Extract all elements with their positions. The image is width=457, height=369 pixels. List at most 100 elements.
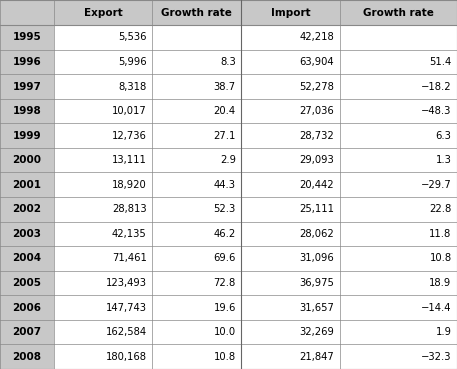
Text: 2000: 2000: [12, 155, 42, 165]
Bar: [152, 246, 241, 271]
Bar: [0, 222, 54, 246]
Text: 5,996: 5,996: [118, 57, 147, 67]
Text: 25,111: 25,111: [299, 204, 334, 214]
Bar: [340, 74, 457, 99]
Bar: [54, 222, 152, 246]
Text: 31,657: 31,657: [299, 303, 334, 313]
Bar: [152, 99, 241, 123]
Bar: [241, 222, 340, 246]
Bar: [241, 271, 340, 295]
Text: 180,168: 180,168: [106, 352, 147, 362]
Text: 20,442: 20,442: [299, 180, 334, 190]
Text: −29.7: −29.7: [421, 180, 452, 190]
Text: 1997: 1997: [12, 82, 42, 92]
Text: 42,218: 42,218: [299, 32, 334, 42]
Text: Export: Export: [84, 7, 122, 18]
Bar: [54, 197, 152, 222]
Text: 27.1: 27.1: [213, 131, 236, 141]
Bar: [0, 320, 54, 344]
Text: 147,743: 147,743: [106, 303, 147, 313]
Bar: [152, 320, 241, 344]
Text: 1996: 1996: [13, 57, 41, 67]
Bar: [0, 197, 54, 222]
Bar: [0, 50, 54, 74]
Bar: [241, 295, 340, 320]
Text: 44.3: 44.3: [214, 180, 236, 190]
Text: 10.8: 10.8: [214, 352, 236, 362]
Bar: [0, 271, 54, 295]
Text: 52,278: 52,278: [299, 82, 334, 92]
Bar: [241, 148, 340, 172]
Text: 162,584: 162,584: [106, 327, 147, 337]
Text: Import: Import: [271, 7, 310, 18]
Text: 19.6: 19.6: [213, 303, 236, 313]
Bar: [54, 148, 152, 172]
Text: 32,269: 32,269: [299, 327, 334, 337]
Text: 31,096: 31,096: [299, 254, 334, 263]
Bar: [152, 344, 241, 369]
Text: 10,017: 10,017: [112, 106, 147, 116]
Bar: [54, 344, 152, 369]
Text: 28,062: 28,062: [299, 229, 334, 239]
Text: 28,813: 28,813: [112, 204, 147, 214]
Bar: [0, 25, 54, 50]
Text: 2002: 2002: [12, 204, 42, 214]
Text: 2007: 2007: [12, 327, 42, 337]
Text: 8.3: 8.3: [220, 57, 236, 67]
Bar: [340, 344, 457, 369]
Text: 2008: 2008: [12, 352, 42, 362]
Bar: [54, 172, 152, 197]
Bar: [0, 148, 54, 172]
Bar: [152, 295, 241, 320]
Bar: [241, 74, 340, 99]
Text: 2001: 2001: [12, 180, 42, 190]
Text: 2003: 2003: [12, 229, 42, 239]
Bar: [340, 197, 457, 222]
Text: 63,904: 63,904: [299, 57, 334, 67]
Text: 29,093: 29,093: [299, 155, 334, 165]
Text: 2.9: 2.9: [220, 155, 236, 165]
Bar: [54, 295, 152, 320]
Bar: [152, 74, 241, 99]
Bar: [0, 172, 54, 197]
Bar: [54, 123, 152, 148]
Text: 72.8: 72.8: [213, 278, 236, 288]
Text: 123,493: 123,493: [106, 278, 147, 288]
Bar: [152, 25, 241, 50]
Bar: [241, 0, 340, 25]
Bar: [340, 246, 457, 271]
Text: Growth rate: Growth rate: [363, 7, 434, 18]
Text: 13,111: 13,111: [112, 155, 147, 165]
Bar: [54, 271, 152, 295]
Text: 2005: 2005: [12, 278, 42, 288]
Bar: [340, 50, 457, 74]
Bar: [152, 123, 241, 148]
Text: 42,135: 42,135: [112, 229, 147, 239]
Bar: [0, 295, 54, 320]
Bar: [152, 50, 241, 74]
Text: 46.2: 46.2: [213, 229, 236, 239]
Bar: [340, 271, 457, 295]
Bar: [241, 246, 340, 271]
Text: −32.3: −32.3: [421, 352, 452, 362]
Bar: [241, 25, 340, 50]
Bar: [340, 0, 457, 25]
Bar: [54, 99, 152, 123]
Bar: [241, 123, 340, 148]
Text: 22.8: 22.8: [429, 204, 452, 214]
Bar: [152, 172, 241, 197]
Bar: [54, 50, 152, 74]
Bar: [0, 0, 54, 25]
Text: 38.7: 38.7: [214, 82, 236, 92]
Bar: [152, 197, 241, 222]
Text: 6.3: 6.3: [436, 131, 452, 141]
Text: 36,975: 36,975: [299, 278, 334, 288]
Text: 52.3: 52.3: [213, 204, 236, 214]
Bar: [54, 74, 152, 99]
Bar: [54, 320, 152, 344]
Text: −18.2: −18.2: [421, 82, 452, 92]
Bar: [241, 197, 340, 222]
Bar: [241, 320, 340, 344]
Text: 12,736: 12,736: [112, 131, 147, 141]
Bar: [340, 25, 457, 50]
